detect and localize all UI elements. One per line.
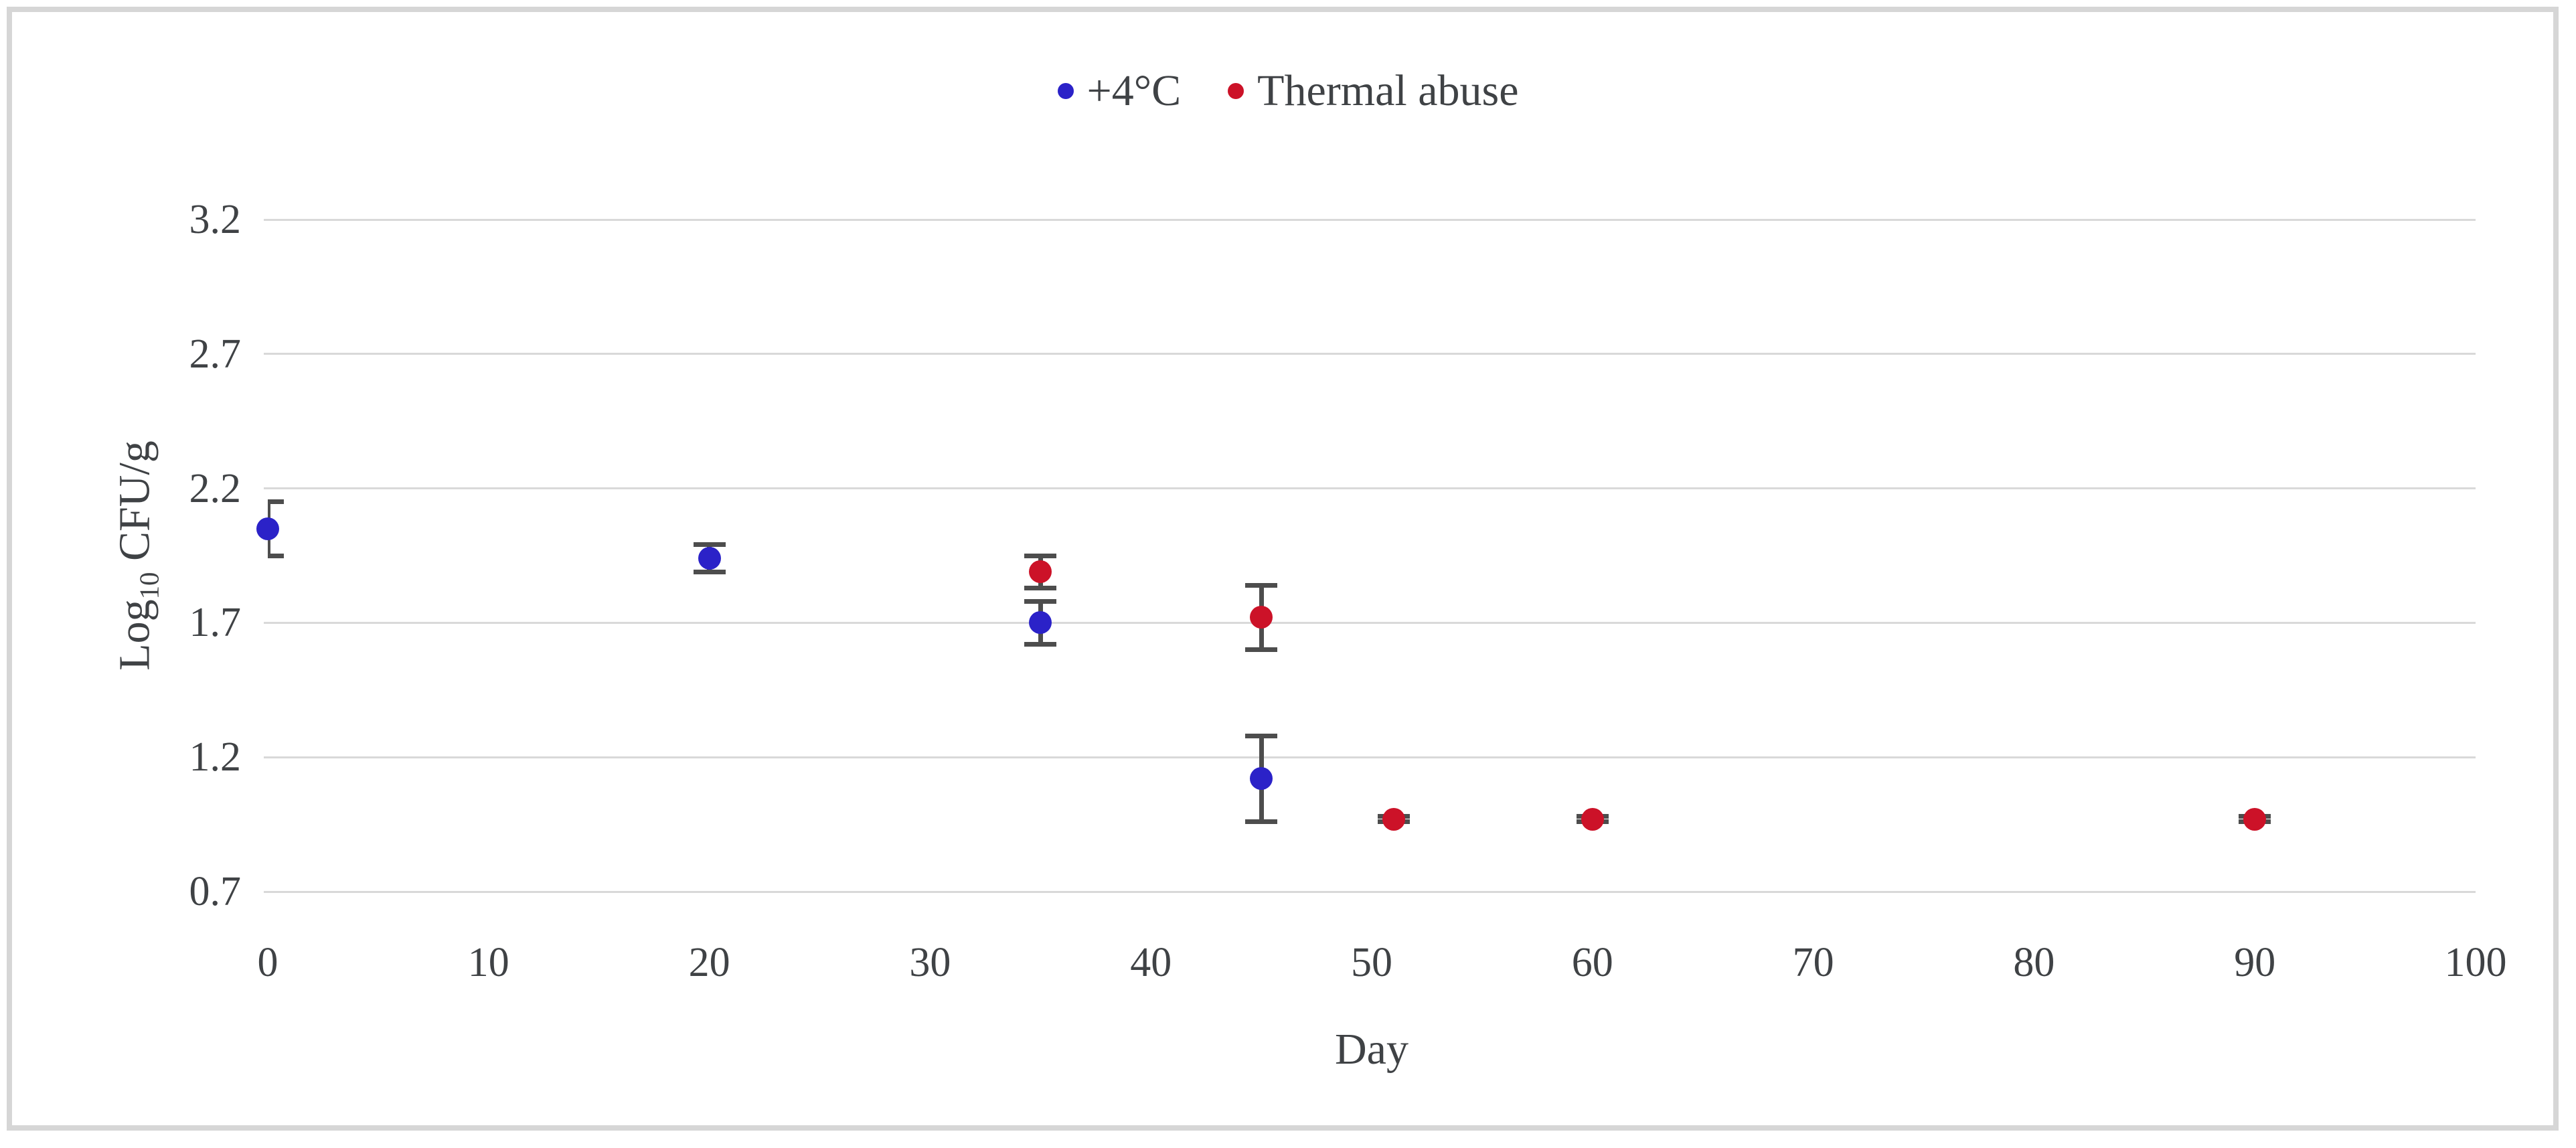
x-tick-label: 20 bbox=[688, 940, 730, 985]
error-bar-cap bbox=[268, 499, 284, 505]
x-tick-label: 70 bbox=[1792, 940, 1834, 985]
y-tick-label: 3.2 bbox=[189, 197, 242, 242]
x-axis-title: Day bbox=[1335, 1025, 1408, 1074]
x-tick-label: 100 bbox=[2444, 940, 2507, 985]
data-point-thermal-abuse bbox=[1382, 807, 1405, 831]
y-tick-label: 2.7 bbox=[189, 331, 242, 377]
legend-label-plus4c: +4°C bbox=[1086, 66, 1182, 115]
data-point-thermal-abuse bbox=[1029, 560, 1052, 584]
data-point-plus4c bbox=[1250, 767, 1273, 791]
x-tick-label: 10 bbox=[467, 940, 509, 985]
data-point-plus4c bbox=[256, 517, 279, 540]
error-bar-cap bbox=[693, 542, 726, 548]
gridline bbox=[264, 890, 2476, 893]
x-tick-label: 90 bbox=[2234, 940, 2276, 985]
data-point-plus4c bbox=[1029, 611, 1052, 635]
error-bar-cap bbox=[1245, 733, 1278, 738]
x-tick-label: 80 bbox=[2013, 940, 2055, 985]
x-tick-label: 40 bbox=[1130, 940, 1172, 985]
error-bar-cap bbox=[268, 553, 284, 558]
gridline bbox=[264, 621, 2476, 624]
chart-legend: +4°C Thermal abuse bbox=[0, 64, 2576, 118]
gridline bbox=[264, 218, 2476, 221]
error-bar-cap bbox=[1024, 553, 1057, 558]
x-tick-label: 50 bbox=[1351, 940, 1392, 985]
error-bar-cap bbox=[693, 569, 726, 574]
gridline bbox=[264, 487, 2476, 490]
y-tick-label: 1.2 bbox=[189, 734, 242, 781]
error-bar-cap bbox=[1024, 642, 1057, 647]
x-tick-label: 60 bbox=[1571, 940, 1613, 985]
legend-marker-thermal-abuse-icon bbox=[1228, 83, 1244, 99]
y-tick-label: 0.7 bbox=[189, 869, 242, 914]
error-bars-layer bbox=[268, 0, 2516, 1148]
error-bar-cap bbox=[1245, 819, 1278, 825]
error-bar-cap bbox=[1024, 585, 1057, 590]
y-tick-label: 1.7 bbox=[189, 600, 242, 646]
legend-item-thermal-abuse: Thermal abuse bbox=[1228, 66, 1518, 116]
y-tick-label: 2.2 bbox=[189, 465, 242, 511]
data-point-thermal-abuse bbox=[1581, 807, 1604, 831]
data-point-thermal-abuse bbox=[1250, 606, 1273, 629]
error-bar-cap bbox=[1024, 598, 1057, 604]
legend-marker-plus4c-icon bbox=[1057, 83, 1074, 99]
error-bar-cap bbox=[1245, 582, 1278, 588]
legend-label-thermal-abuse: Thermal abuse bbox=[1257, 66, 1519, 115]
x-tick-label: 30 bbox=[909, 940, 951, 985]
data-point-thermal-abuse bbox=[2243, 807, 2267, 831]
error-bar-cap bbox=[1245, 647, 1278, 653]
legend-item-plus4c: +4°C bbox=[1057, 66, 1182, 116]
x-tick-label: 0 bbox=[257, 940, 278, 985]
data-point-plus4c bbox=[698, 547, 721, 570]
gridline bbox=[264, 756, 2476, 758]
gridline bbox=[264, 353, 2476, 355]
